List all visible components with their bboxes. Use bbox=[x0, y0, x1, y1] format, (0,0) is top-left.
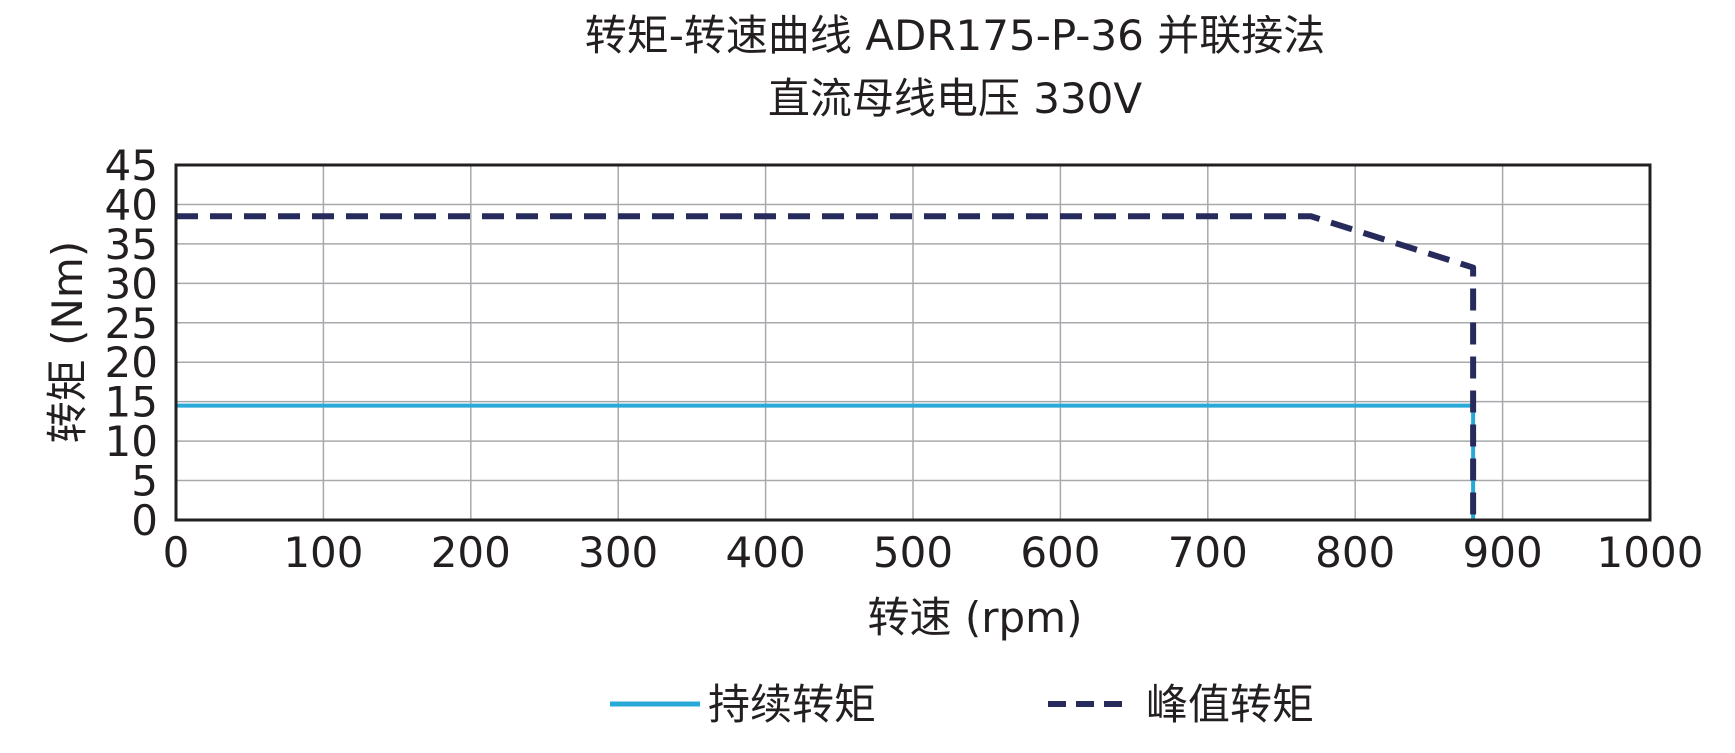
legend-label: 峰值转矩 bbox=[1146, 680, 1314, 729]
x-tick-label: 500 bbox=[873, 528, 953, 577]
y-tick-label: 30 bbox=[105, 259, 158, 308]
series-line-continuous-torque bbox=[176, 403, 1476, 520]
y-tick-label: 20 bbox=[105, 338, 158, 387]
y-tick-label: 10 bbox=[105, 417, 158, 466]
y-tick-label: 40 bbox=[105, 180, 158, 229]
x-tick-label: 300 bbox=[578, 528, 658, 577]
series-lines bbox=[176, 213, 1477, 520]
x-tick-label: 200 bbox=[431, 528, 511, 577]
x-tick-label: 1000 bbox=[1597, 528, 1704, 577]
x-tick-label: 700 bbox=[1168, 528, 1248, 577]
tick-labels: 0 100 200 300 400 500 600 700 800 900 1000 05101520… bbox=[105, 141, 1704, 577]
chart-title: 转矩-转速曲线 ADR175-P-36 并联接法 bbox=[585, 11, 1325, 60]
x-tick-label: 600 bbox=[1020, 528, 1100, 577]
x-tick-label: 400 bbox=[726, 528, 806, 577]
y-tick-label: 45 bbox=[105, 141, 158, 190]
x-tick-label: 900 bbox=[1463, 528, 1543, 577]
x-tick-label: 0 bbox=[163, 528, 190, 577]
y-tick-label: 25 bbox=[105, 299, 158, 348]
y-tick-label: 5 bbox=[131, 457, 158, 506]
series-line-peak-torque bbox=[176, 213, 1477, 520]
x-tick-label: 800 bbox=[1315, 528, 1395, 577]
y-tick-label: 35 bbox=[105, 220, 158, 269]
chart-subtitle: 直流母线电压 330V bbox=[768, 74, 1143, 123]
y-tick-label: 15 bbox=[105, 378, 158, 427]
legend: 持续转矩 峰值转矩 bbox=[610, 680, 1314, 729]
x-tick-label: 100 bbox=[283, 528, 363, 577]
y-axis-label: 转矩 (Nm) bbox=[43, 241, 92, 443]
legend-label: 持续转矩 bbox=[708, 680, 876, 729]
x-axis-label: 转速 (rpm) bbox=[868, 593, 1083, 642]
plot-frame bbox=[174, 163, 1652, 522]
y-tick-label: 0 bbox=[131, 496, 158, 545]
